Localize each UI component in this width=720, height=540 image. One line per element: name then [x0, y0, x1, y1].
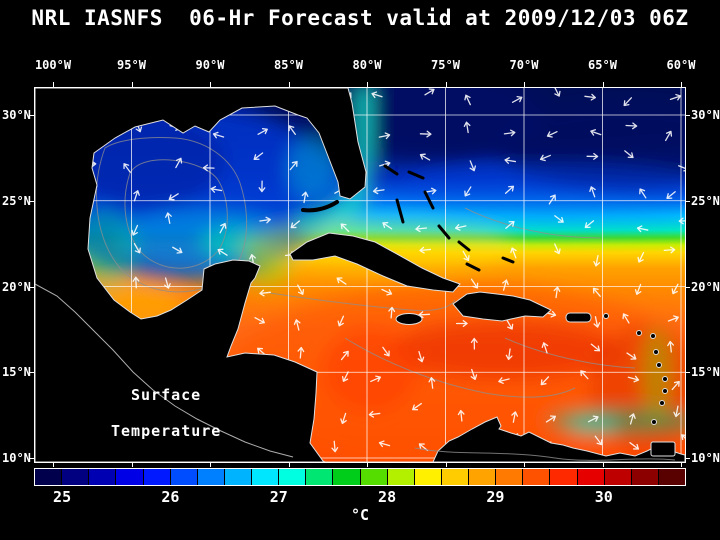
axis-tick [30, 200, 34, 202]
lat-tick-label-left: 25°N [2, 193, 31, 208]
axis-tick [602, 463, 604, 467]
axis-tick [602, 82, 604, 87]
colorbar-segment [116, 469, 143, 485]
colorbar-segment [279, 469, 306, 485]
colorbar-unit: °C [350, 506, 370, 524]
lon-tick-label: 75°W [431, 58, 460, 72]
axis-tick [686, 286, 690, 288]
lat-tick-label-right: 10°N [691, 451, 720, 465]
colorbar-segment [577, 469, 604, 485]
colorbar-segment [170, 469, 197, 485]
axis-tick [210, 463, 211, 467]
colorbar-tick-label: 30 [594, 488, 613, 506]
lat-tick-label-left: 10°N [2, 451, 31, 465]
colorbar [34, 468, 686, 486]
axis-tick [524, 82, 525, 87]
colorbar-tick-label: 26 [161, 488, 180, 506]
axis-tick [367, 82, 368, 87]
lat-tick-label-left: 30°N [2, 108, 31, 122]
cuba [289, 232, 461, 293]
colorbar-segment [414, 469, 441, 485]
pacific-coastline [35, 283, 294, 458]
axis-tick [53, 463, 54, 467]
colorbar-segment [62, 469, 89, 485]
surface-label: Surface [131, 386, 202, 404]
axis-tick [524, 463, 525, 467]
colorbar-segment [333, 469, 360, 485]
colorbar-segment [523, 469, 550, 485]
colorbar-segment [658, 469, 685, 485]
colorbar-segment [306, 469, 333, 485]
puerto-rico [565, 312, 592, 323]
axis-tick [445, 463, 447, 467]
axis-tick [686, 372, 690, 374]
axis-tick [686, 200, 690, 202]
map-canvas: Surface Temperature [34, 87, 686, 463]
colorbar-segment [89, 469, 116, 485]
lon-tick-label: 85°W [274, 58, 303, 72]
axis-tick [681, 463, 682, 467]
axis-tick [681, 82, 682, 87]
axis-tick [288, 82, 290, 87]
lon-tick-label: 60°W [666, 58, 696, 72]
interior-contour [414, 447, 676, 461]
temperature-label: Temperature [111, 422, 222, 440]
page-title: NRL IASNFS 06-Hr Forecast valid at 2009/… [31, 6, 689, 30]
colorbar-segment [224, 469, 251, 485]
axis-tick [30, 372, 34, 374]
lat-tick-label-left: 15°N [2, 365, 31, 380]
colorbar-segment [550, 469, 577, 485]
axis-tick [30, 286, 34, 288]
axis-tick [686, 115, 690, 116]
axis-tick [445, 82, 447, 87]
colorbar-segment [35, 469, 62, 485]
axis-tick [30, 458, 34, 459]
lon-tick-label: 90°W [195, 58, 225, 72]
colorbar-segment [143, 469, 170, 485]
land-masses [35, 88, 685, 462]
axis-tick [30, 115, 34, 116]
colorbar-segment [387, 469, 414, 485]
colorbar-segment [360, 469, 387, 485]
hispaniola [452, 291, 552, 322]
land-overlay-lines [35, 283, 676, 461]
colorbar-segment [496, 469, 523, 485]
lesser-antilles [603, 313, 676, 457]
axis-tick [210, 82, 211, 87]
colorbar-segment [252, 469, 279, 485]
lat-tick-label-right: 20°N [691, 279, 720, 294]
lon-tick-label: 95°W [117, 58, 146, 72]
axis-tick [288, 463, 290, 467]
jamaica [395, 313, 423, 325]
sst-field [35, 88, 685, 462]
colorbar-tick-label: 27 [269, 488, 288, 506]
lon-tick-label: 80°W [352, 58, 382, 72]
lon-tick-label: 100°W [34, 58, 72, 72]
florida-keys [301, 200, 339, 213]
colorbar-segment [631, 469, 658, 485]
axis-tick [131, 463, 133, 467]
axis-tick [131, 82, 133, 87]
lat-tick-label-left: 20°N [2, 279, 31, 294]
bahamas [383, 164, 515, 272]
lat-tick-label-right: 15°N [691, 365, 720, 380]
lon-tick-label: 65°W [588, 58, 617, 72]
colorbar-segment [469, 469, 496, 485]
axis-tick [686, 458, 690, 459]
colorbar-segment [604, 469, 631, 485]
colorbar-segment [441, 469, 468, 485]
colorbar-segment [197, 469, 224, 485]
sst-structure-blobs [35, 88, 685, 462]
lat-tick-label-right: 25°N [691, 193, 720, 208]
mainland-americas [35, 88, 685, 462]
colorbar-tick-label: 29 [486, 488, 505, 506]
colorbar-tick-label: 25 [53, 488, 72, 506]
axis-tick [367, 463, 368, 467]
lon-tick-label: 70°W [509, 58, 539, 72]
lat-tick-label-right: 30°N [691, 108, 720, 122]
colorbar-tick-label: 28 [378, 488, 397, 506]
axis-tick [53, 82, 54, 87]
